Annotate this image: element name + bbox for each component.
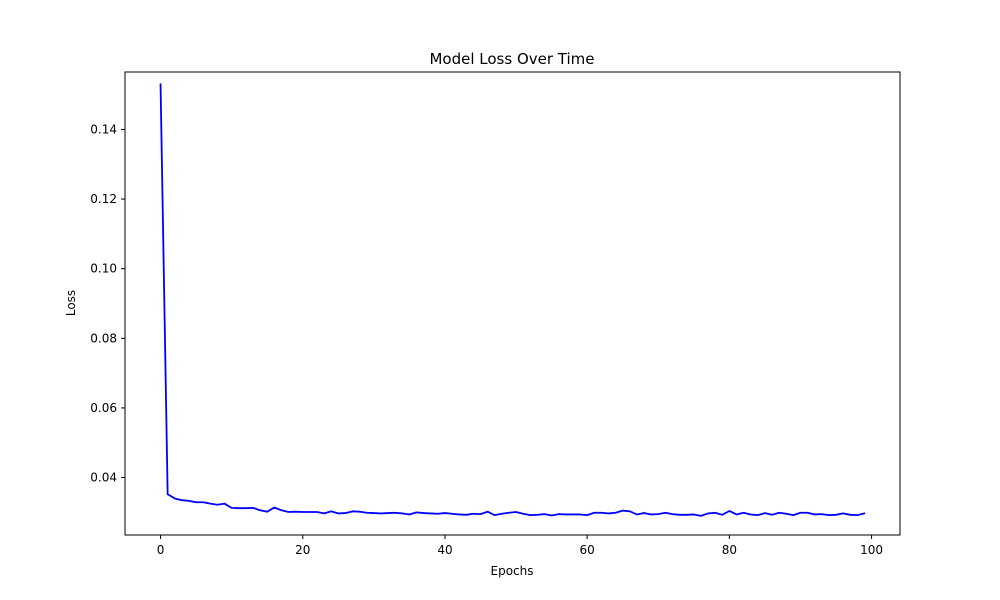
x-tick-label: 60 [580,543,595,557]
y-axis: 0.04 0.06 0.08 0.10 0.12 0.14 [90,122,125,485]
plot-area [124,71,901,536]
series-layer [159,83,866,517]
y-tick-label: 0.14 [90,122,117,136]
x-tick-label: 80 [722,543,737,557]
y-tick-label: 0.06 [90,401,117,415]
axes-frame [124,71,901,536]
x-axis-label: Epochs [491,564,534,578]
loss-series-line [159,83,866,517]
chart-title: Model Loss Over Time [429,50,594,68]
x-tick-label: 40 [437,543,452,557]
x-tick-label: 100 [860,543,883,557]
y-tick-label: 0.08 [90,331,117,345]
y-axis-label: Loss [64,290,78,316]
y-tick-label: 0.04 [90,471,117,485]
x-axis: 0 20 40 60 80 100 [157,535,883,557]
x-tick-label: 20 [295,543,310,557]
y-tick-label: 0.12 [90,192,117,206]
x-tick-label: 0 [157,543,165,557]
y-tick-label: 0.10 [90,262,117,276]
